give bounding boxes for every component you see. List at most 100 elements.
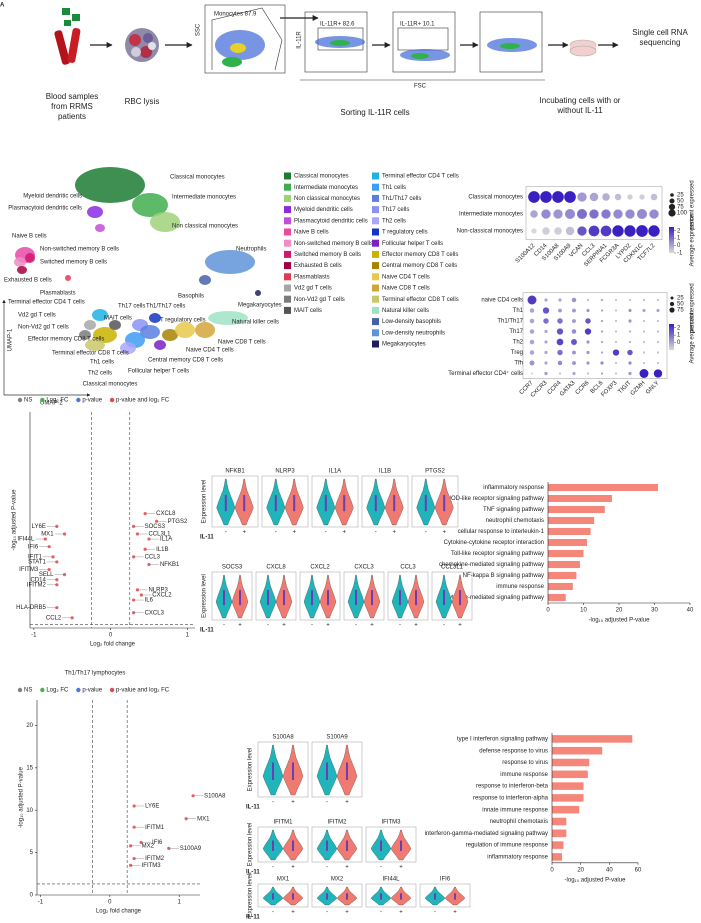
dot [628,340,632,344]
legend-swatch [372,250,379,258]
bar [552,735,633,743]
gene-label: IL1A [160,537,172,543]
legend-swatch [372,306,379,314]
legend-label: Classical monocytes [294,174,349,180]
step-label: RBC lysis [124,97,160,106]
dot [586,308,590,313]
category-label: neutrophil chemotaxis [486,518,544,524]
y-tick-label: 5 [30,850,34,856]
group-label: + [399,865,403,871]
factor-label: IL-11 [200,628,214,634]
y-axis-label: -log₁₀ adjusted P-value [19,766,25,828]
umap-axes [2,299,91,397]
dot [624,225,636,237]
gene-label: MX1 [41,532,54,538]
size-key [668,203,676,211]
legend-label: Megakaryocytes [382,342,426,348]
violin-box [292,893,294,900]
legend-label: p-value [82,398,102,404]
dot [529,329,535,334]
cluster-label: Exhausted B cells [4,278,52,284]
dot [556,338,564,346]
cluster-label: Classical monocytes [170,175,225,181]
umap-cluster [140,325,160,339]
cluster-label: Basophils [178,294,204,300]
bar [552,829,567,838]
group-label: + [370,623,374,629]
flow-plots [204,4,545,81]
panel-letter: A [0,3,5,9]
dot [584,328,592,335]
umap-cluster [132,193,168,217]
dot [628,371,632,376]
y-axis-label: Expression level [202,480,208,524]
gene-label: IFITM2 [145,856,165,862]
dot [601,209,611,219]
row-label: Th2 [513,340,524,346]
dot [576,208,588,220]
gene-label: FOXP3 [600,380,619,399]
bar [548,538,588,547]
dot [544,361,548,365]
dot [625,209,635,219]
bar [548,571,577,580]
legend-swatch [372,217,379,225]
group-label: + [292,530,296,536]
size-key-label: 25 [677,296,684,302]
violin-box [346,893,348,900]
legend-label: Terminal effector CD8 T cells [382,297,459,303]
legend-label: Th1 cells [382,185,406,191]
cluster-label: Switched memory B cells [40,260,107,266]
violin-box [311,590,313,606]
bar [552,817,567,826]
dot [530,210,538,218]
legend-title: percent expressed [690,180,696,229]
x-tick-label: 0 [108,900,112,906]
group-label: - [434,910,436,916]
violin-panel [361,475,409,528]
legend-swatch [372,228,379,236]
legend-swatch [372,239,379,247]
category-label: immune response [500,772,548,778]
tubes-icon [54,8,81,65]
factor-label: IL-11 [246,870,260,876]
umap-cluster [93,327,117,343]
group-label: - [380,910,382,916]
dot [552,191,564,203]
legend-label: Non-switched memory B cells [294,241,373,247]
y-tick-label: 10 [26,808,33,814]
violin-panel [211,475,259,528]
violin-panel [311,826,363,863]
legend-marker [40,397,45,403]
size-key-label: 75 [677,205,684,211]
legend-label: Intermediate monocytes [294,185,358,191]
bar [548,483,659,492]
legend-label: Th1/Th17 cells [382,196,421,202]
point [139,593,143,597]
group-label: - [425,530,427,536]
bar [552,770,588,779]
legend-swatch [284,239,291,247]
legend-label: Terminal effector CD4 T cells [382,174,459,180]
violin-box [292,762,294,780]
bar [548,516,595,525]
gene-label: LY6E [32,524,46,530]
dot [586,340,590,344]
dot [614,330,618,333]
dot [572,308,576,313]
step-label: Incubating cells with or without IL-11 [539,96,621,115]
color-tick-label: 2 [677,325,681,331]
point [129,844,133,848]
cluster-label: Th1/Th17 cells [146,304,185,310]
umap-cluster [205,250,255,274]
row-label: Treg [511,350,523,356]
row-label: Th1 [513,308,524,314]
legend-label: Switched memory B cells [294,252,361,258]
legend-label: Non-Vd2 gd T cells [294,297,345,303]
violin-box [224,495,227,512]
gate-label: Monocytes 87.9 [214,12,257,18]
x-tick-label: 1 [178,900,182,906]
dot [589,209,599,219]
dot [572,350,576,355]
